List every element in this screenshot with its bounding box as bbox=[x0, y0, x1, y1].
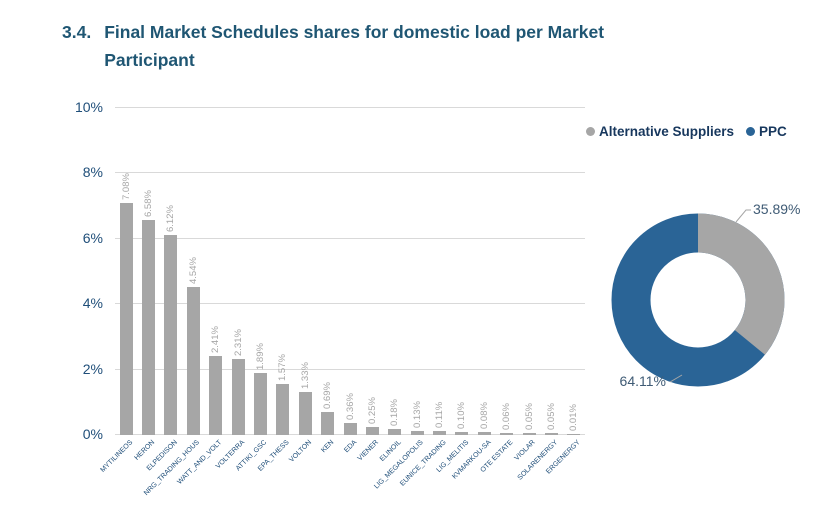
x-axis-category-label: VIENER bbox=[356, 439, 381, 463]
x-axis-category-label: KVMARKOU-SA bbox=[450, 439, 493, 481]
bar bbox=[321, 412, 335, 435]
donut-leader-line-ppc bbox=[669, 374, 683, 383]
y-axis-tick-label: 8% bbox=[82, 164, 103, 181]
grid-line bbox=[115, 172, 585, 174]
bar bbox=[365, 426, 379, 435]
bar-value-label: 1.89% bbox=[254, 343, 266, 371]
grid-line bbox=[115, 303, 585, 305]
bar bbox=[164, 234, 178, 435]
grid-line bbox=[115, 368, 585, 370]
donut-chart: 35.89% 64.11% bbox=[611, 201, 800, 389]
bar bbox=[567, 434, 581, 435]
bar bbox=[298, 391, 312, 435]
x-axis-category-label: MYTILINEOS bbox=[99, 439, 135, 474]
y-axis-tick-label: 2% bbox=[82, 360, 103, 377]
bar-chart-x-axis-labels: MYTILINEOS HERON ELPEDISON NRG_TRADING_HOUS… bbox=[99, 435, 585, 512]
bar-value-label: 0.13% bbox=[411, 400, 423, 428]
bar bbox=[433, 431, 447, 435]
legend-label-alternative-suppliers: Alternative Suppliers bbox=[599, 124, 735, 139]
bar bbox=[388, 429, 402, 435]
bar bbox=[410, 430, 424, 435]
bar-value-label: 0.10% bbox=[456, 401, 468, 429]
bar-value-label: 0.05% bbox=[523, 403, 535, 431]
bar bbox=[231, 359, 245, 435]
bar-value-label: 2.31% bbox=[232, 329, 244, 357]
y-axis-tick-label: 4% bbox=[82, 295, 103, 312]
y-axis-tick-label: 0% bbox=[82, 426, 103, 442]
bar-value-label: 1.57% bbox=[277, 353, 289, 381]
bar bbox=[544, 433, 558, 435]
bar-value-label: 0.06% bbox=[501, 403, 513, 431]
section-title: Final Market Schedules shares for domest… bbox=[104, 22, 605, 71]
bar bbox=[522, 433, 536, 435]
bar bbox=[142, 219, 156, 435]
x-axis-category-label: EDA bbox=[342, 439, 358, 455]
grid-line bbox=[115, 237, 585, 239]
bar-chart-plot: 7.08% 6.58% 6.12% 4.54% 2.41% 2.31% 1.89% 1.57%… bbox=[115, 107, 585, 435]
bar-value-label: 0.18% bbox=[389, 399, 401, 427]
bar-value-label: 0.08% bbox=[478, 402, 490, 430]
bar bbox=[119, 203, 133, 435]
legend-dot-alternative-suppliers-icon bbox=[586, 127, 595, 136]
bar-value-label: 2.41% bbox=[210, 326, 222, 354]
bar-value-label: 0.25% bbox=[366, 396, 378, 424]
bar-value-label: 6.12% bbox=[165, 204, 177, 232]
donut-leader-line-alternative bbox=[735, 209, 751, 223]
bar-value-label: 6.58% bbox=[143, 189, 155, 217]
bar-value-label: 7.08% bbox=[120, 173, 132, 201]
bar bbox=[343, 423, 357, 435]
bar bbox=[276, 383, 290, 435]
bar bbox=[253, 373, 267, 435]
bar bbox=[455, 431, 469, 435]
bar-value-label: 0.36% bbox=[344, 393, 356, 421]
section-heading: 3.4. Final Market Schedules shares for d… bbox=[62, 18, 664, 75]
y-axis-tick-label: 10% bbox=[74, 99, 103, 115]
bar-value-label: 1.33% bbox=[299, 361, 311, 389]
bar-value-label: 0.11% bbox=[434, 402, 446, 429]
bar bbox=[500, 433, 514, 435]
x-axis-category-label: KEN bbox=[320, 439, 336, 455]
legend-item-ppc: PPC bbox=[746, 124, 787, 139]
grid-line bbox=[115, 107, 585, 108]
x-axis-category-label: SOLARENERGY bbox=[516, 439, 560, 482]
bar-value-label: 0.05% bbox=[545, 403, 557, 431]
chart-legend: Alternative Suppliers PPC bbox=[586, 124, 787, 139]
bar bbox=[477, 432, 491, 435]
y-axis-tick-label: 6% bbox=[82, 229, 103, 246]
legend-label-ppc: PPC bbox=[759, 124, 787, 139]
donut-label-ppc: 64.11% bbox=[620, 373, 666, 389]
donut-slice-alternative-suppliers bbox=[611, 213, 785, 387]
bar bbox=[186, 286, 200, 435]
x-axis-category-label: VOLTON bbox=[288, 439, 314, 464]
legend-dot-ppc-icon bbox=[746, 127, 756, 136]
section-number: 3.4. bbox=[62, 22, 92, 42]
donut-label-alternative-suppliers: 35.89% bbox=[753, 201, 800, 217]
bar-value-label: 0.69% bbox=[322, 382, 334, 410]
bar bbox=[209, 356, 223, 435]
bar-value-label: 4.54% bbox=[187, 256, 199, 284]
bar-value-label: 0.01% bbox=[568, 404, 580, 432]
legend-item-alternative-suppliers: Alternative Suppliers bbox=[586, 124, 734, 139]
